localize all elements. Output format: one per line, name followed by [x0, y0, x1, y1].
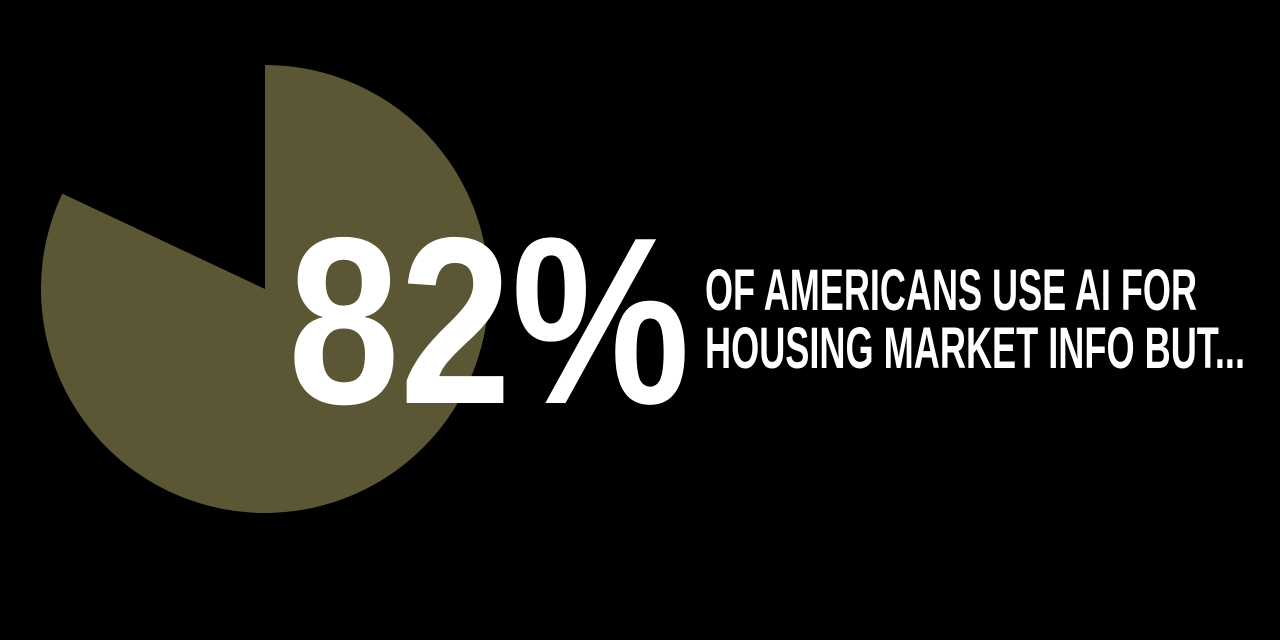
annotation-line-2: HOUSING MARKET INFO BUT... — [705, 316, 1245, 381]
pie-slice-82 — [40, 65, 489, 513]
percent-label: 82% — [288, 189, 690, 454]
annotation-line-1: OF AMERICANS USE AI FOR — [705, 258, 1197, 323]
